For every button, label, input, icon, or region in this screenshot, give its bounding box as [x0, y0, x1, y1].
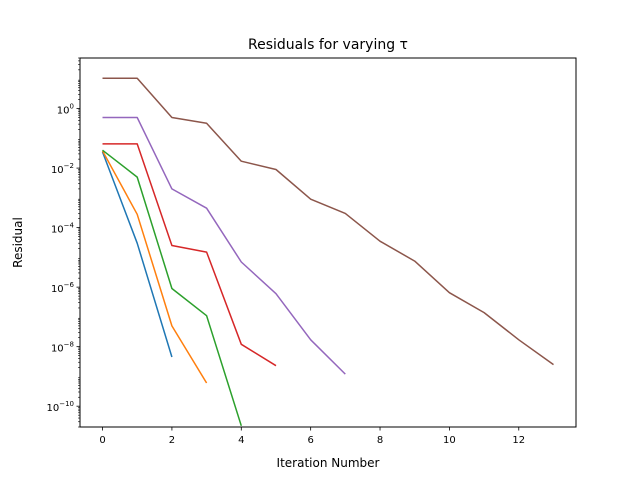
y-tick-exponent: −2 — [64, 162, 74, 170]
y-tick-label: 100 — [57, 103, 74, 117]
y-tick-base: 10 — [51, 225, 64, 236]
chart-title: Residuals for varying τ — [248, 37, 408, 53]
x-axis-label: Iteration Number — [277, 456, 380, 470]
axes-frame — [79, 57, 577, 428]
series-line-5 — [102, 116, 346, 375]
series-line-3 — [102, 149, 243, 427]
y-tick-base: 10 — [57, 106, 70, 117]
y-tick-label: 10−6 — [51, 281, 75, 295]
x-tick-label: 12 — [512, 435, 525, 446]
y-tick-base: 10 — [46, 403, 59, 414]
y-tick-exponent: −8 — [64, 341, 74, 349]
y-tick-base: 10 — [51, 284, 64, 295]
x-tick-label: 10 — [443, 435, 456, 446]
y-tick-base: 10 — [51, 165, 64, 176]
x-tick-label: 4 — [238, 435, 244, 446]
series-line-2 — [101, 150, 208, 384]
x-tick-label: 8 — [377, 435, 383, 446]
y-tick-exponent: −6 — [64, 281, 75, 289]
series-line-6 — [102, 77, 554, 366]
series-line-1 — [101, 151, 173, 358]
y-tick-exponent: 0 — [70, 103, 74, 111]
series-line-4 — [102, 143, 277, 367]
y-tick-label: 10−4 — [51, 222, 75, 236]
y-tick-base: 10 — [51, 344, 64, 355]
y-tick-exponent: −10 — [59, 400, 74, 408]
y-tick-label: 10−2 — [51, 162, 74, 176]
x-tick-label: 6 — [307, 435, 313, 446]
y-tick-label: 10−8 — [51, 341, 74, 355]
y-tick-exponent: −4 — [64, 222, 75, 230]
y-tick-label: 10−10 — [46, 400, 74, 414]
x-axis-ticks: 0 2 4 6 8 10 12 — [99, 427, 525, 446]
series-lines — [101, 77, 554, 427]
x-tick-label: 0 — [99, 435, 105, 446]
x-tick-label: 2 — [169, 435, 175, 446]
y-axis-label: Residual — [11, 217, 25, 268]
